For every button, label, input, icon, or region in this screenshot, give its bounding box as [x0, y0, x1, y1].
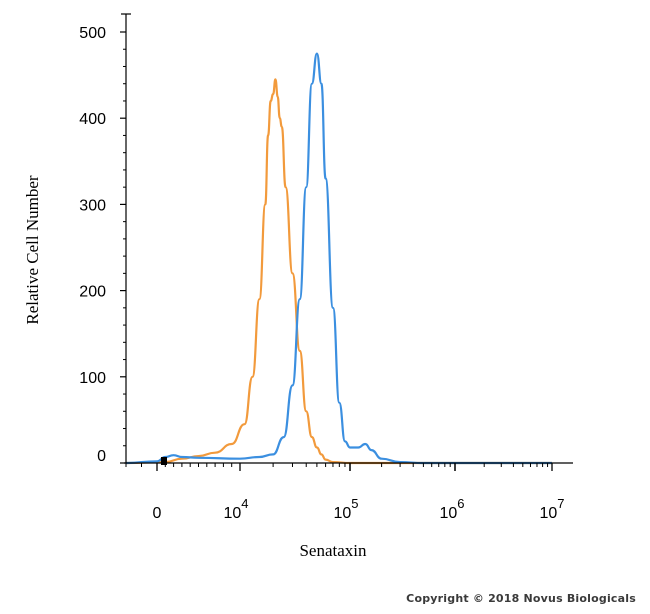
- series-layer: [125, 52, 552, 465]
- y-tick-label: 500: [79, 25, 106, 42]
- y-tick-label: 100: [79, 370, 106, 387]
- x-tick-label: 105: [333, 496, 358, 522]
- y-tick-label: 200: [79, 284, 106, 301]
- x-tick-label: 106: [439, 496, 464, 522]
- y-axis-label: Relative Cell Number: [23, 175, 42, 325]
- axes-layer: [121, 13, 573, 464]
- series-line-1: [125, 78, 552, 465]
- y-tick-label: 0: [97, 448, 106, 465]
- copyright-notice: Copyright © 2018 Novus Biologicals: [406, 592, 636, 605]
- x-tick-label: 0: [153, 505, 162, 522]
- ticks-layer: 0 100 200 300 400 500 0 104 105 106 107: [79, 25, 564, 522]
- x-tick-label: 107: [539, 496, 564, 522]
- y-tick-label: 400: [79, 111, 106, 128]
- zero-marker: [161, 457, 167, 465]
- y-tick-label: 300: [79, 197, 106, 214]
- series-line-2: [125, 52, 552, 465]
- x-tick-label: 104: [223, 496, 248, 522]
- x-axis-label: Senataxin: [299, 541, 367, 560]
